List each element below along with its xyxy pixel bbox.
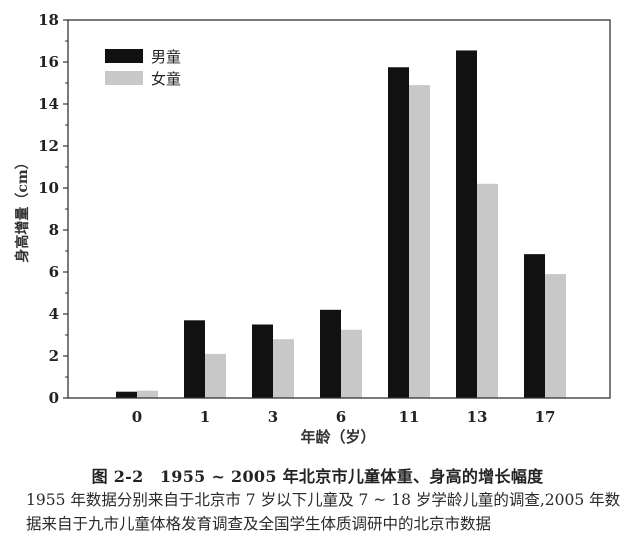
y-tick-label: 10 xyxy=(38,179,59,197)
bar-boys xyxy=(320,309,341,398)
x-tick-label: 6 xyxy=(336,408,346,426)
legend-label: 男童 xyxy=(151,48,181,66)
bar-boys xyxy=(116,391,137,398)
bar-boys xyxy=(524,254,545,398)
legend-swatch xyxy=(105,71,143,85)
x-tick-label: 1 xyxy=(200,408,210,426)
y-tick-label: 18 xyxy=(38,11,59,29)
bar-boys xyxy=(456,50,477,398)
x-tick-label: 17 xyxy=(535,408,556,426)
x-tick-label: 11 xyxy=(399,408,420,426)
figure-caption-note: 1955 年数据分别来自于北京市 7 岁以下儿童及 7 ~ 18 岁学龄儿童的调… xyxy=(26,491,621,533)
x-tick-label: 13 xyxy=(467,408,488,426)
y-axis-label: 身高增量（cm） xyxy=(14,155,31,262)
y-tick-label: 4 xyxy=(49,305,59,323)
bar-girls xyxy=(205,353,226,398)
y-tick-label: 0 xyxy=(49,389,59,407)
bar-boys xyxy=(388,67,409,398)
y-tick-label: 2 xyxy=(49,347,59,365)
legend-swatch xyxy=(105,49,143,63)
figure-caption-title: 图 2-2 1955 ~ 2005 年北京市儿童体重、身高的增长幅度 xyxy=(91,467,544,486)
y-axis: 0 2 4 6 8 10 12 14 16 18 xyxy=(38,11,68,407)
bar-girls xyxy=(545,274,566,398)
y-tick-label: 12 xyxy=(38,137,59,155)
bar-girls xyxy=(409,85,430,398)
x-axis: 0 1 3 6 11 13 17 xyxy=(132,408,556,426)
bar-girls xyxy=(341,329,362,398)
x-tick-label: 0 xyxy=(132,408,142,426)
y-tick-label: 8 xyxy=(49,221,59,239)
y-tick-label: 14 xyxy=(38,95,59,113)
x-axis-label: 年龄（岁） xyxy=(300,428,375,446)
y-tick-label: 6 xyxy=(49,263,59,281)
x-tick-label: 3 xyxy=(268,408,278,426)
legend-label: 女童 xyxy=(151,70,181,88)
bar-boys xyxy=(184,320,205,398)
bar-girls xyxy=(477,183,498,398)
bar-girls xyxy=(273,339,294,398)
bar-girls xyxy=(137,390,158,398)
bars-group xyxy=(116,50,566,398)
y-tick-label: 16 xyxy=(38,53,59,71)
bar-boys xyxy=(252,324,273,398)
